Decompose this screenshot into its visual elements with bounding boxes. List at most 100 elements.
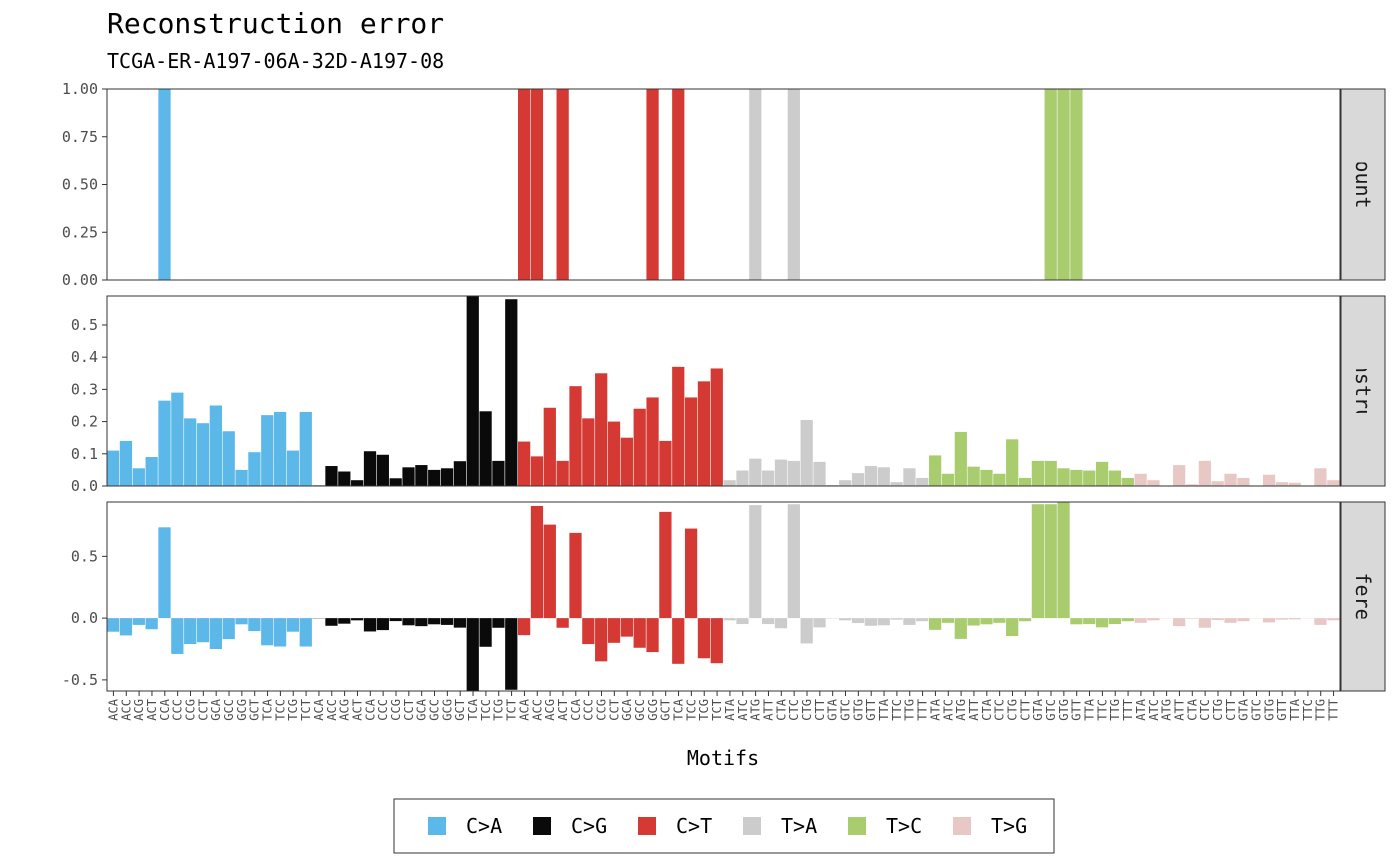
bar-reconstructed-59 xyxy=(864,466,878,486)
bar-reconstructed-79 xyxy=(1121,477,1134,486)
x-tick-label: TCT xyxy=(505,699,519,721)
y-tick-label: 0.0 xyxy=(71,609,98,627)
bar-counts-4 xyxy=(158,89,171,280)
bar-reconstructed-83 xyxy=(1173,465,1186,486)
bar-counts-50 xyxy=(749,89,762,280)
bar-counts-53 xyxy=(787,89,800,280)
facet-strip-label: Difference xyxy=(1351,536,1375,656)
legend: C>A C>G C>T T>A T>C T>G xyxy=(393,798,1055,854)
y-tick-label: 0.25 xyxy=(62,223,98,241)
legend-label: T>A xyxy=(781,814,817,838)
bar-reconstructed-50 xyxy=(749,458,762,486)
x-tick-label: GCC xyxy=(428,699,442,721)
x-tick-label: ACT xyxy=(350,699,364,721)
bar-difference-57 xyxy=(839,618,852,621)
bar-difference-46 xyxy=(697,618,711,659)
bar-difference-8 xyxy=(209,618,222,649)
bar-difference-12 xyxy=(261,618,274,646)
x-tick-label: TCA xyxy=(672,698,686,720)
x-tick-label: CCA xyxy=(158,698,172,720)
bar-reconstructed-23 xyxy=(402,467,415,486)
bar-reconstructed-1 xyxy=(119,440,133,486)
bar-reconstructed-18 xyxy=(338,471,351,486)
bar-reconstructed-6 xyxy=(184,418,197,486)
x-tick-label: TTC xyxy=(1301,699,1315,721)
legend-label: C>A xyxy=(466,814,502,838)
x-tick-label: TCG xyxy=(697,699,711,721)
legend-label: C>G xyxy=(571,814,607,838)
x-tick-label: CCT xyxy=(607,699,621,721)
bar-difference-78 xyxy=(1108,618,1122,625)
x-tick-label: GTC xyxy=(1250,699,1264,721)
x-tick-label: TTC xyxy=(1095,699,1109,721)
bar-reconstructed-42 xyxy=(646,397,659,486)
chart-title: Reconstruction error xyxy=(107,7,444,40)
bar-difference-18 xyxy=(338,618,351,624)
x-tick-label: TCC xyxy=(479,699,493,721)
x-tick-label: CTC xyxy=(1198,699,1212,721)
bar-difference-63 xyxy=(916,618,929,622)
panel-border xyxy=(106,295,1341,487)
bar-reconstructed-71 xyxy=(1018,477,1032,486)
x-tick-label: GTA xyxy=(826,698,840,720)
facet-strip-label: Counts xyxy=(1351,148,1375,220)
bar-reconstructed-55 xyxy=(813,461,826,486)
bar-difference-32 xyxy=(518,618,531,636)
bar-difference-33 xyxy=(530,505,544,619)
bar-reconstructed-68 xyxy=(980,469,993,486)
bar-difference-95 xyxy=(1327,618,1340,621)
bar-reconstructed-17 xyxy=(325,466,338,486)
bar-difference-0 xyxy=(107,618,120,632)
panel-border xyxy=(106,88,1341,281)
x-tick-label: CTG xyxy=(1211,699,1225,721)
bar-difference-5 xyxy=(171,618,184,654)
x-tick-label: CCT xyxy=(402,699,416,721)
bar-difference-68 xyxy=(980,618,993,625)
legend-key xyxy=(848,817,866,835)
x-tick-label: GCG xyxy=(646,699,660,721)
bar-reconstructed-34 xyxy=(543,407,556,486)
bar-reconstructed-60 xyxy=(877,467,890,486)
bar-difference-34 xyxy=(543,524,556,619)
bar-reconstructed-94 xyxy=(1314,468,1327,486)
x-tick-label: GTG xyxy=(1057,699,1071,721)
y-tick-label: 0.2 xyxy=(71,413,98,431)
bar-difference-55 xyxy=(813,618,826,628)
x-tick-label: ACC xyxy=(325,699,339,721)
bar-difference-71 xyxy=(1018,618,1032,622)
y-tick-label: 0.3 xyxy=(71,380,98,398)
x-tick-label: TCG xyxy=(286,699,300,721)
x-tick-label: CCG xyxy=(183,699,197,721)
bar-difference-47 xyxy=(710,618,723,664)
bar-difference-80 xyxy=(1134,618,1147,623)
x-tick-label: GCA xyxy=(620,698,634,720)
x-tick-label: ACA xyxy=(517,698,531,720)
facet-strip xyxy=(1340,501,1386,692)
x-tick-label: TTT xyxy=(1327,699,1341,721)
x-tick-label: CCG xyxy=(389,699,403,721)
bar-difference-88 xyxy=(1237,618,1250,622)
bar-reconstructed-38 xyxy=(595,373,608,486)
bar-difference-91 xyxy=(1275,618,1289,620)
bar-reconstructed-0 xyxy=(107,450,120,486)
bar-reconstructed-54 xyxy=(800,419,813,486)
bar-difference-81 xyxy=(1147,618,1160,621)
bar-reconstructed-39 xyxy=(607,421,621,486)
bar-difference-13 xyxy=(273,618,287,647)
bar-reconstructed-3 xyxy=(145,457,158,486)
x-tick-label: ATT xyxy=(1172,699,1186,721)
bar-reconstructed-52 xyxy=(774,459,788,486)
panel-border xyxy=(106,501,1341,692)
bar-difference-83 xyxy=(1173,618,1186,627)
x-tick-label: GCG xyxy=(440,699,454,721)
x-tick-label: CTA xyxy=(1185,698,1199,720)
x-tick-label: CCG xyxy=(594,699,608,721)
bar-difference-28 xyxy=(466,618,479,691)
x-tick-label: GCA xyxy=(209,698,223,720)
x-tick-label: GCC xyxy=(633,699,647,721)
bar-difference-79 xyxy=(1121,618,1134,622)
bar-reconstructed-5 xyxy=(171,392,184,486)
bar-difference-6 xyxy=(184,618,197,645)
x-tick-label: ATA xyxy=(928,698,942,720)
bar-difference-52 xyxy=(774,618,788,629)
